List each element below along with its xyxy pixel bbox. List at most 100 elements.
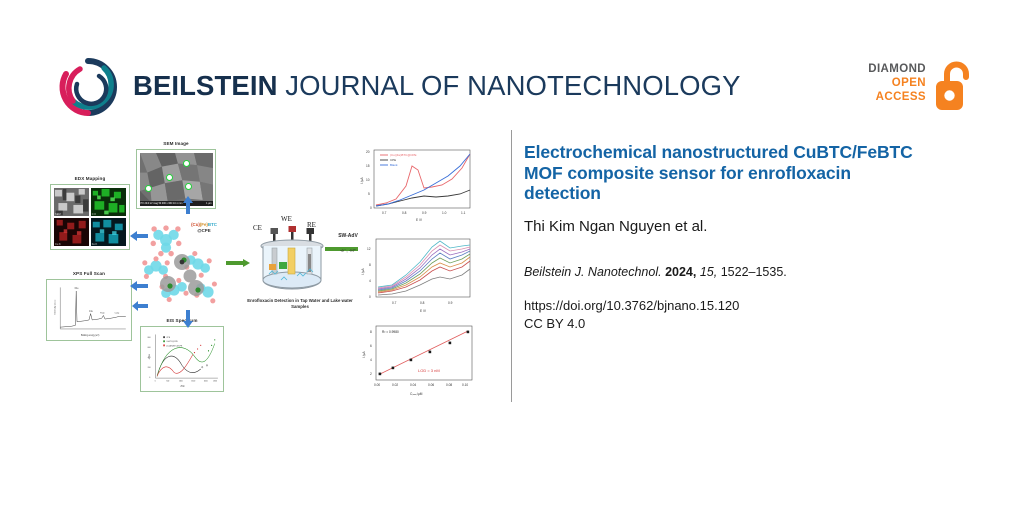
vertical-divider [511,130,512,402]
license-label: CC BY 4.0 [524,315,586,331]
edx-cell-label: SEM [55,213,61,217]
svg-text:0.7: 0.7 [392,301,397,305]
edx-cell-sem: SEM [54,188,90,217]
mof-label-fe: (Fe) [199,222,208,227]
edx-cell-label: Fe K [91,243,98,246]
journal-title: BEILSTEIN JOURNAL OF NANOTECHNOLOGY [133,70,741,102]
mof-label-cu: (Cu) [191,222,200,227]
mof-label-btc: BTC [207,222,217,227]
svg-text:0.04: 0.04 [410,383,416,387]
electrode-label-re: RE [307,221,316,229]
article-authors: Thi Kim Ngan Nguyen et al. [524,217,708,235]
xps-spectrum-plot: O1s C1s Fe2p Cu2p Binding energy (eV) In… [54,287,126,337]
xps-full-scan-panel: O1s C1s Fe2p Cu2p Binding energy (eV) In… [46,279,132,341]
svg-text:C1s: C1s [89,311,94,313]
beilstein-spiral-logo [57,56,119,118]
svg-text:C₍ₑₙᵣ₎/µM: C₍ₑₙᵣ₎/µM [410,392,423,396]
svg-text:8: 8 [370,330,372,334]
eis-spectrum-title: EIS Spectrum [166,318,198,323]
svg-text:200: 200 [148,367,151,369]
swadv-sublabel: -e⁻, -H⁺ [339,248,357,253]
arrow-left-upper-icon [130,228,148,246]
cell-drawing [260,226,324,290]
electrochemical-cell: CE WE RE [245,202,355,332]
arrow-to-eis-icon [132,298,148,316]
svg-text:6: 6 [370,344,372,348]
journal-title-bold: BEILSTEIN [133,70,278,101]
xps-full-scan-title: XPS Full Scan [72,271,106,276]
svg-text:400: 400 [148,357,151,359]
oa-diamond-label: DIAMOND [868,63,926,75]
svg-text:0.9: 0.9 [422,211,427,215]
svg-text:2000: 2000 [204,381,208,383]
svg-text:I /µA: I /µA [360,177,364,184]
svg-text:12: 12 [367,247,371,251]
oa-access-label: ACCESS [875,91,926,103]
mof-label-cpe: @CPE [197,228,211,233]
eis-spectrum-panel: CPE CuBTC@CPE (Cu)(Fe)BTC@CPE Z'/Ω -Z"/Ω… [140,326,224,392]
voltammogram-comparison-chart: (Cu)(Fe)BTC@CPE CPE Blank 0 5 10 15 20 0.7 0.… [358,144,476,226]
journal-title-light: JOURNAL OF NANOTECHNOLOGY [277,70,741,101]
edx-cell-copper: Cu K [54,217,90,246]
sem-image-title: SEM Image [163,141,189,146]
sem-marker [185,183,193,191]
svg-text:1.1: 1.1 [461,211,466,215]
svg-text:20: 20 [366,150,370,154]
svg-text:CPE: CPE [166,337,170,339]
svg-text:-Z"/Ω: -Z"/Ω [148,354,151,360]
edx-mapping-title: EDX Mapping [74,176,106,181]
sem-scale-left: HV 20.0 kV mag 50 000 x WD 10.1 mm [140,201,183,205]
svg-text:I /µA: I /µA [362,351,366,358]
oa-open-label: OPEN [891,77,926,89]
svg-text:0.7: 0.7 [382,211,387,215]
svg-text:0: 0 [155,381,156,383]
citation-volume: 15, [699,264,718,279]
svg-text:0.8: 0.8 [402,211,407,215]
mof-clusters [142,225,217,304]
svg-text:E /V: E /V [416,218,423,222]
svg-text:5: 5 [368,192,370,196]
svg-text:10: 10 [366,178,370,182]
svg-text:4: 4 [370,358,372,362]
svg-text:Intensity (a.u.): Intensity (a.u.) [54,299,57,314]
eis-nyquist-plot: CPE CuBTC@CPE (Cu)(Fe)BTC@CPE Z'/Ω -Z"/Ω… [148,334,218,388]
sem-scale-bar: HV 20.0 kV mag 50 000 x WD 10.1 mm 1 µm [139,200,213,206]
open-access-words: DIAMOND OPEN ACCESS [868,62,926,104]
svg-text:LOD = 3 nM: LOD = 3 nM [418,368,440,373]
svg-text:1.0: 1.0 [442,211,447,215]
edx-mapping-panel: SEM C K Cu K [50,184,130,250]
article-title[interactable]: Electrochemical nanostructured CuBTC/FeB… [524,142,913,203]
sem-marker [145,185,153,193]
svg-text:(Cu)(Fe)BTC@CPE: (Cu)(Fe)BTC@CPE [390,153,417,157]
diamond-open-access-badge: DIAMOND OPEN ACCESS [868,60,978,116]
voltammogram-plot: (Cu)(Fe)BTC@CPE CPE Blank 0 5 10 15 20 0.7 0.… [360,149,471,222]
svg-text:1500: 1500 [191,381,195,383]
calibration-curve-chart: R² = 0.9980 LOD = 3 nM 2 4 6 8 0.00 0.02 0.04… [358,322,478,402]
swadv-method-label: SW-AdV [338,233,358,239]
svg-text:0: 0 [149,377,150,379]
citation-journal: Beilstein J. Nanotechnol. [524,265,662,279]
svg-text:Z'/Ω: Z'/Ω [180,385,184,388]
svg-text:I /µA: I /µA [361,268,365,275]
svg-text:Fe2p: Fe2p [100,313,105,315]
doi-link[interactable]: https://doi.org/10.3762/bjnano.15.120 [524,297,740,313]
svg-text:0.06: 0.06 [428,383,434,387]
sem-marker [165,173,173,181]
open-lock-icon [934,60,978,112]
sem-image-panel: HV 20.0 kV mag 50 000 x WD 10.1 mm 1 µm [136,149,216,209]
electrode-label-ce: CE [253,224,262,232]
concentration-series-chart: 0 4 8 12 0.7 0.8 0.9 E /V I /µA [358,235,476,317]
edx-cell-label: C K [91,213,97,217]
article-citation: Beilstein J. Nanotechnol. 2024, 15, 1522… [524,265,924,279]
edx-cell-label: Cu K [55,243,61,246]
svg-text:0: 0 [370,206,372,210]
svg-text:0: 0 [369,295,371,299]
article-metadata: Electrochemical nanostructured CuBTC/FeB… [524,142,924,333]
edx-cell-iron: Fe K [90,217,126,246]
svg-text:CuBTC@CPE: CuBTC@CPE [166,341,178,343]
svg-text:2: 2 [370,372,372,376]
calibration-plot: R² = 0.9980 LOD = 3 nM 2 4 6 8 0.00 0.02 0.04… [362,325,473,396]
citation-journal-text: Beilstein J. Nanotechnol. [524,264,662,279]
arrow-up-icon [183,196,193,219]
svg-text:500: 500 [166,381,169,383]
